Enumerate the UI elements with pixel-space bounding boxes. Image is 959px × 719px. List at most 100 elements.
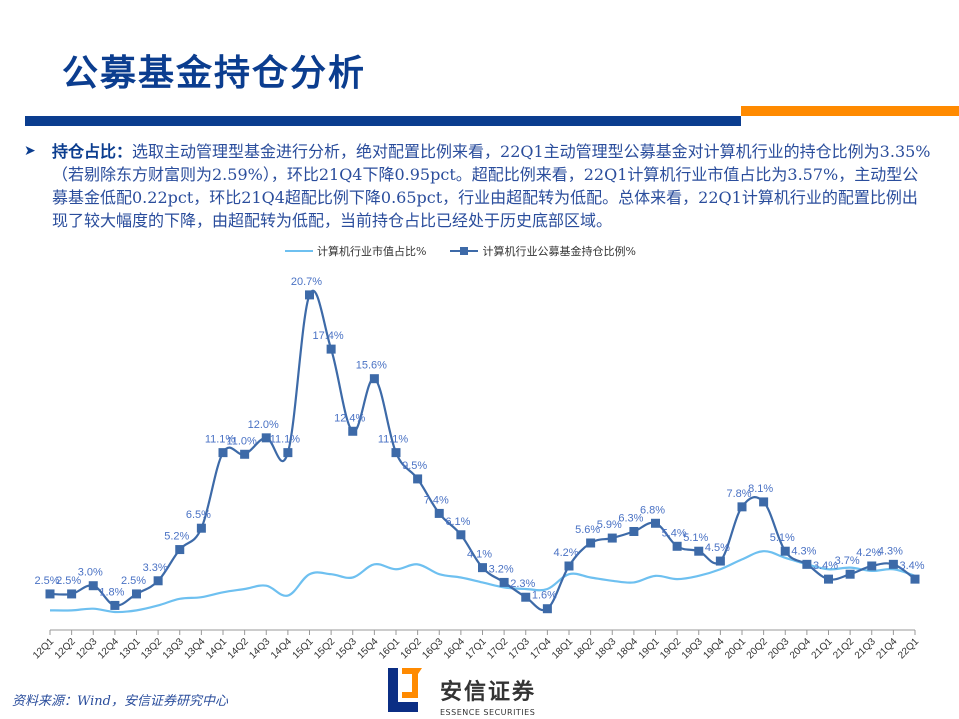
data-label: 4.2%: [553, 547, 578, 559]
data-point-marker: [824, 574, 833, 584]
data-label: 9.5%: [402, 460, 427, 472]
data-point-marker: [88, 581, 98, 591]
x-tick-label: 20Q4: [788, 636, 813, 661]
x-tick-label: 18Q4: [615, 636, 640, 661]
data-label: 4.3%: [878, 545, 903, 557]
data-point-marker: [802, 559, 812, 569]
x-tick-label: 12Q3: [74, 636, 99, 661]
x-tick-label: 16Q3: [420, 636, 445, 661]
data-label: 5.6%: [575, 524, 600, 536]
x-tick-label: 13Q1: [118, 636, 143, 661]
data-point-marker: [499, 577, 509, 587]
data-label: 5.4%: [662, 527, 687, 539]
x-tick-label: 15Q1: [291, 636, 316, 661]
data-label: 6.8%: [640, 504, 665, 516]
fund-holding-line: [49, 289, 916, 612]
data-point-marker: [132, 589, 141, 599]
logo-text-en: ESSENCE SECURITIES: [440, 708, 536, 717]
x-tick-label: 13Q3: [161, 636, 186, 661]
bullet-arrow-icon: ➤: [24, 143, 36, 159]
data-label: 4.5%: [705, 542, 730, 554]
x-tick-label: 16Q4: [442, 636, 467, 661]
x-tick-label: 21Q2: [831, 636, 856, 661]
data-point-marker: [67, 589, 77, 599]
x-tick-label: 14Q1: [204, 636, 229, 661]
data-label: 15.6%: [356, 360, 387, 372]
data-label: 8.1%: [748, 483, 773, 495]
data-point-marker: [910, 574, 920, 584]
data-point-marker: [607, 533, 617, 543]
data-label: 11.1%: [270, 434, 301, 446]
data-point-marker: [261, 433, 271, 443]
data-label: 6.1%: [445, 516, 470, 528]
data-point-marker: [715, 556, 725, 566]
data-point-marker: [888, 559, 898, 569]
x-tick-label: 19Q3: [680, 636, 705, 661]
data-point-marker: [153, 576, 163, 586]
data-label: 5.2%: [164, 531, 189, 543]
data-point-marker: [326, 344, 336, 354]
data-label: 11.0%: [226, 435, 257, 447]
x-tick-label: 18Q3: [593, 636, 618, 661]
source-note: 资料来源：Wind，安信证券研究中心: [12, 694, 228, 709]
data-point-marker: [456, 530, 466, 540]
data-point-marker: [45, 589, 55, 599]
x-tick-label: 19Q2: [658, 636, 683, 661]
x-tick-label: 12Q2: [53, 636, 78, 661]
data-label: 2.3%: [510, 578, 535, 590]
data-label: 2.5%: [34, 575, 59, 587]
data-point-marker: [672, 541, 682, 551]
x-tick-label: 21Q1: [810, 636, 835, 661]
legend-line-icon: [285, 250, 313, 252]
x-tick-label: 20Q2: [745, 636, 770, 661]
company-logo: 安信证券 ESSENCE SECURITIES: [388, 668, 558, 718]
data-point-marker: [564, 561, 574, 571]
x-tick-label: 21Q3: [853, 636, 878, 661]
data-point-marker: [780, 546, 790, 556]
data-point-marker: [737, 502, 747, 512]
x-tick-label: 14Q2: [226, 636, 251, 661]
data-label: 4.1%: [467, 549, 492, 561]
legend-item-market-cap: 计算机行业市值占比%: [285, 243, 426, 259]
x-tick-label: 14Q3: [247, 636, 272, 661]
x-tick-label: 18Q1: [550, 636, 575, 661]
data-label: 12.4%: [334, 412, 365, 424]
legend-item-fund-holding: 计算机行业公募基金持仓比例%: [450, 243, 636, 259]
data-point-marker: [542, 604, 552, 614]
x-tick-label: 12Q1: [31, 636, 56, 661]
data-label: 3.3%: [143, 562, 168, 574]
data-point-marker: [867, 561, 877, 571]
logo-text-cn: 安信证券: [440, 680, 537, 705]
x-tick-label: 19Q4: [701, 636, 726, 661]
data-point-marker: [845, 569, 855, 579]
data-label: 11.1%: [378, 434, 409, 446]
legend-label: 计算机行业市值占比%: [317, 245, 427, 258]
summary-body: 选取主动管理型基金进行分析，绝对配置比例来看，22Q1主动管理型公募基金对计算机…: [52, 142, 931, 230]
data-point-marker: [478, 563, 487, 573]
data-point-marker: [694, 546, 704, 556]
data-label: 3.0%: [78, 567, 103, 579]
data-label: 1.8%: [99, 586, 124, 598]
chart-legend: 计算机行业市值占比% 计算机行业公募基金持仓比例%: [285, 243, 636, 259]
data-label: 3.4%: [813, 560, 838, 572]
data-point-marker: [521, 592, 531, 602]
data-label: 3.7%: [835, 555, 860, 567]
data-label: 3.2%: [489, 563, 514, 575]
line-chart: 12Q112Q212Q312Q413Q113Q213Q313Q414Q114Q2…: [31, 276, 925, 662]
data-label: 4.2%: [856, 547, 881, 559]
x-tick-label: 17Q4: [528, 636, 553, 661]
data-label: 4.3%: [791, 545, 816, 557]
data-point-marker: [651, 518, 660, 528]
x-tick-label: 18Q2: [572, 636, 597, 661]
x-tick-label: 16Q1: [377, 636, 402, 661]
data-label: 17.4%: [313, 330, 344, 342]
data-point-marker: [348, 426, 358, 436]
data-label: 5.1%: [683, 532, 708, 544]
data-label: 5.9%: [597, 519, 622, 531]
x-tick-label: 19Q1: [637, 636, 662, 661]
x-tick-label: 15Q4: [355, 636, 380, 661]
x-tick-label: 15Q2: [312, 636, 337, 661]
data-label: 2.5%: [56, 575, 81, 587]
data-point-marker: [283, 448, 293, 458]
x-tick-label: 14Q4: [269, 636, 294, 661]
